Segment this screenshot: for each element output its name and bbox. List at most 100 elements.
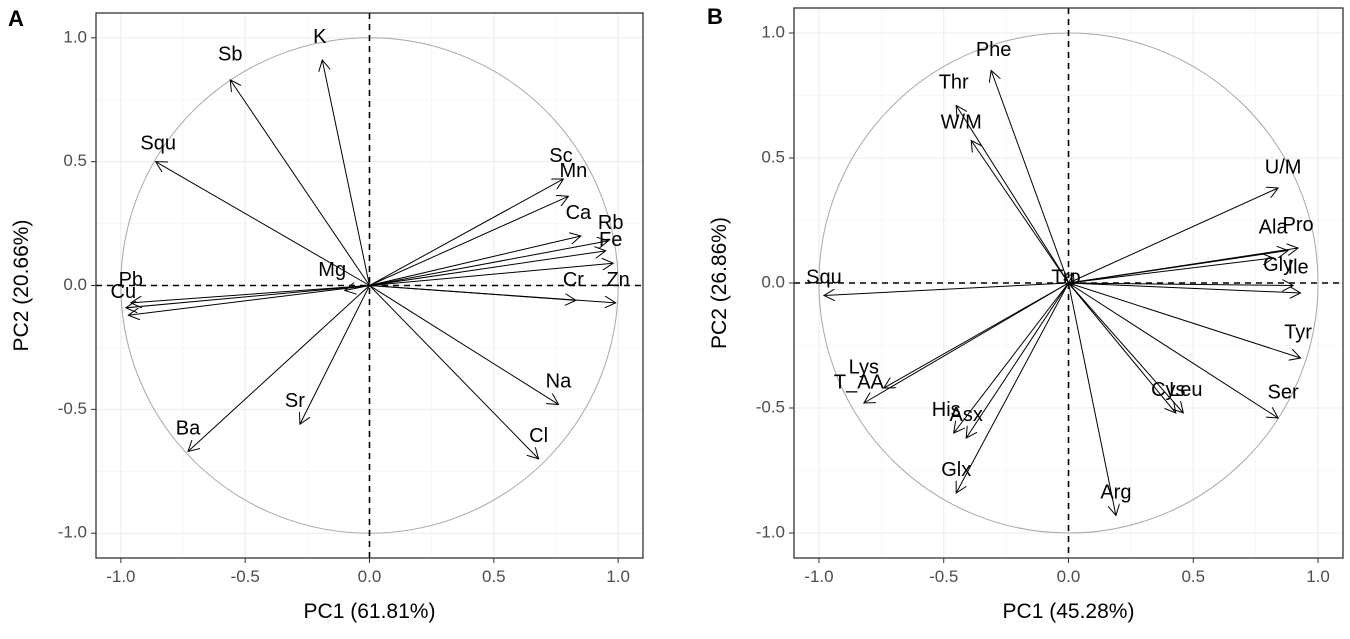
loading-arrow-leu [1068, 282, 1184, 413]
loading-arrow-na [369, 285, 559, 405]
loading-arrow-trp [1069, 273, 1074, 283]
y-tick-label: -0.5 [58, 399, 87, 418]
x-tick-label: -0.5 [231, 567, 260, 586]
variable-label-rb: Rb [598, 212, 624, 234]
x-tick-label: 1.0 [606, 567, 630, 586]
variable-label-ca: Ca [566, 202, 592, 224]
variable-label-mg: Mg [318, 259, 346, 281]
variable-label-thr: Thr [939, 71, 969, 93]
loading-arrow-squ [824, 282, 1069, 296]
loading-arrow-cu [128, 285, 370, 316]
variable-label-ba: Ba [176, 417, 201, 439]
panel-tag: A [8, 6, 24, 31]
variable-label-sr: Sr [285, 390, 305, 412]
panel-tag: B [707, 4, 723, 29]
loading-arrow-k [322, 60, 370, 286]
variable-label-u-m: U/M [1265, 156, 1302, 178]
loading-arrow-sc [369, 179, 564, 286]
loading-arrow-cl [369, 285, 539, 459]
variable-label-cys: Cys [1151, 379, 1185, 401]
loading-arrow-phe [991, 71, 1069, 284]
loading-arrow-pb [131, 285, 370, 303]
variable-label-ser: Ser [1268, 381, 1299, 403]
x-tick-label: -1.0 [106, 567, 135, 586]
x-tick-label: -0.5 [929, 567, 958, 586]
loading-arrow-gly [1068, 258, 1274, 284]
loading-arrow-thr [956, 106, 1069, 284]
loading-arrow-w-m [971, 141, 1069, 284]
variable-label-phe: Phe [976, 39, 1012, 61]
loading-arrow-squ [156, 162, 370, 286]
variable-label-asx: Asx [950, 404, 983, 426]
loading-arrow-asx [966, 282, 1069, 438]
loading-arrow-his [954, 282, 1069, 433]
x-tick-label: -1.0 [804, 567, 833, 586]
y-tick-label: 0.0 [63, 275, 87, 294]
loading-arrow-t-aa [864, 282, 1069, 403]
loading-arrow-ser [1068, 282, 1279, 418]
variable-label-k: K [313, 26, 327, 48]
variable-label-t-aa: T_AA [834, 371, 885, 393]
loading-arrow-cys [1068, 282, 1176, 413]
loading-arrow-se [369, 285, 616, 303]
variable-label-cu: Cu [111, 281, 137, 303]
loading-arrow-pro [1068, 248, 1299, 284]
y-tick-label: -1.0 [58, 523, 87, 542]
loading-arrow-glx [956, 282, 1069, 493]
loading-arrow-rb [369, 241, 609, 286]
variable-label-cl: Cl [529, 425, 548, 447]
variable-label-tyr: Tyr [1284, 321, 1312, 343]
y-tick-label: 1.0 [761, 22, 785, 41]
variable-label-cr: Cr [563, 269, 584, 291]
variable-label-na: Na [546, 370, 572, 392]
loading-arrow-sr [300, 285, 370, 425]
variable-label-fe: Fe [599, 229, 622, 251]
y-tick-label: 0.5 [761, 147, 785, 166]
y-tick-label: 0.0 [761, 272, 785, 291]
loading-arrow-fe [369, 251, 606, 286]
variable-label-w-m: W/M [941, 111, 982, 133]
x-tick-label: 0.0 [1057, 567, 1081, 586]
y-tick-label: -0.5 [756, 397, 785, 416]
variable-label-lys: Lys [849, 356, 879, 378]
variable-label-squ: Squ [140, 133, 176, 155]
variable-label-mn: Mn [559, 160, 587, 182]
variable-label-trp: Trp [1051, 266, 1080, 288]
variable-label-ile: Ile [1288, 256, 1309, 278]
variable-label-sc: Sc [549, 145, 572, 167]
loading-arrow-val [1068, 283, 1294, 286]
variable-label-arg: Arg [1100, 481, 1131, 503]
variable-label-squ: Squ [806, 266, 842, 288]
loading-arrow-tyr [1068, 282, 1301, 358]
x-tick-label: 1.0 [1306, 567, 1330, 586]
loading-arrow-u-m [1068, 188, 1279, 284]
loading-arrow-sb [230, 80, 370, 286]
variable-label-ala: Ala [1259, 216, 1289, 238]
x-tick-label: 0.5 [1181, 567, 1205, 586]
loading-arrow-zn [369, 263, 614, 286]
loading-arrow-ile [1068, 282, 1301, 293]
loading-arrow-ba [188, 285, 370, 452]
x-tick-label: 0.0 [358, 567, 382, 586]
loading-arrow-cd [126, 285, 370, 308]
x-tick-label: 0.5 [482, 567, 506, 586]
variable-label-sb: Sb [218, 43, 242, 65]
variable-label-pro: Pro [1283, 214, 1314, 236]
variable-label-glx: Glx [941, 459, 971, 481]
y-tick-label: 1.0 [63, 27, 87, 46]
variable-label-pb: Pb [119, 269, 143, 291]
loading-arrow-arg [1068, 282, 1116, 516]
x-axis-title: PC1 (61.81%) [304, 600, 436, 623]
y-tick-label: -1.0 [756, 522, 785, 541]
variable-label-his: His [932, 399, 961, 421]
y-axis-title: PC2 (20.66%) [10, 220, 33, 352]
loading-arrow-mn [369, 196, 569, 286]
loading-arrow-ca [369, 236, 581, 286]
variable-label-gly: Gly [1263, 254, 1293, 276]
variable-label-leu: Leu [1169, 379, 1202, 401]
x-axis-title: PC1 (45.28%) [1003, 600, 1135, 623]
y-axis-title: PC2 (26.86%) [708, 217, 731, 349]
